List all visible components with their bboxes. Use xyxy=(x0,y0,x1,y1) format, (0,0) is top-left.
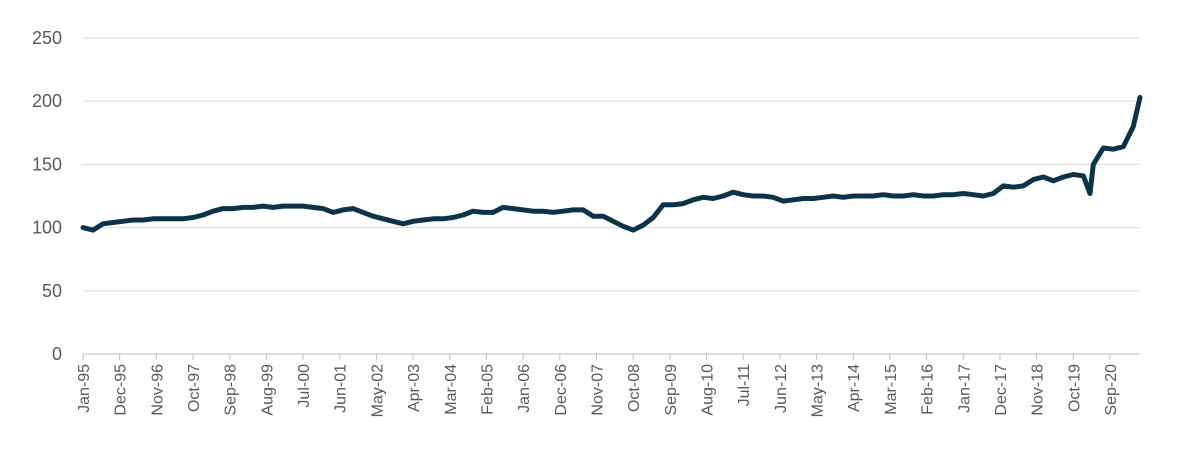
x-tick-label: Sep-09 xyxy=(663,364,680,416)
x-tick-label: Feb-05 xyxy=(479,364,496,415)
x-tick-label: Sep-98 xyxy=(223,364,240,416)
x-tick-label: Mar-15 xyxy=(883,364,900,415)
y-tick-label: 100 xyxy=(32,218,62,238)
x-tick-label: Jun-12 xyxy=(773,364,790,413)
gridlines xyxy=(83,37,1140,292)
x-tick-label: Dec-06 xyxy=(553,364,570,416)
x-tick-label: Feb-16 xyxy=(920,364,937,415)
y-tick-label: 200 xyxy=(32,91,62,111)
x-tick-label: Jan-95 xyxy=(76,364,93,413)
x-tick-label: Nov-96 xyxy=(149,364,166,416)
y-tick-label: 0 xyxy=(52,344,62,364)
x-tick-label: Jun-01 xyxy=(333,364,350,413)
x-tick-label: Mar-04 xyxy=(443,364,460,415)
x-tick-label: Nov-07 xyxy=(589,364,606,416)
x-tick-label: Dec-95 xyxy=(113,364,130,416)
x-tick-label: Aug-10 xyxy=(700,364,717,416)
x-tick-label: Jan-06 xyxy=(516,364,533,413)
x-tick-label: Oct-08 xyxy=(626,364,643,412)
x-tick-label: Jul-11 xyxy=(736,364,753,406)
y-tick-label: 50 xyxy=(42,281,62,301)
x-axis: Jan-95 Dec-95 Nov-96 Oct-97 Sep-98 Aug-99 Jul-… xyxy=(76,353,1140,417)
x-tick-label: Oct-19 xyxy=(1066,364,1083,412)
x-tick-label: May-02 xyxy=(369,364,386,417)
x-tick-label: May-13 xyxy=(810,364,827,417)
x-tick-label: Apr-03 xyxy=(406,364,423,412)
y-axis: 0 50 100 150 200 250 xyxy=(32,28,62,364)
x-tick-label: Oct-97 xyxy=(186,364,203,412)
series-layer xyxy=(80,94,1143,233)
x-tick-label: Apr-14 xyxy=(846,364,863,412)
x-tick-label: Jul-00 xyxy=(296,364,313,408)
y-tick-label: 150 xyxy=(32,154,62,174)
x-tick-label: Aug-99 xyxy=(259,364,276,416)
x-tick-label: Sep-20 xyxy=(1103,364,1120,416)
x-tick-label: Jan-17 xyxy=(956,364,973,413)
x-tick-label: Dec-17 xyxy=(993,364,1010,416)
x-tick-label: Nov-18 xyxy=(1030,364,1047,416)
y-tick-label: 250 xyxy=(32,28,62,48)
series-line xyxy=(80,94,1143,233)
